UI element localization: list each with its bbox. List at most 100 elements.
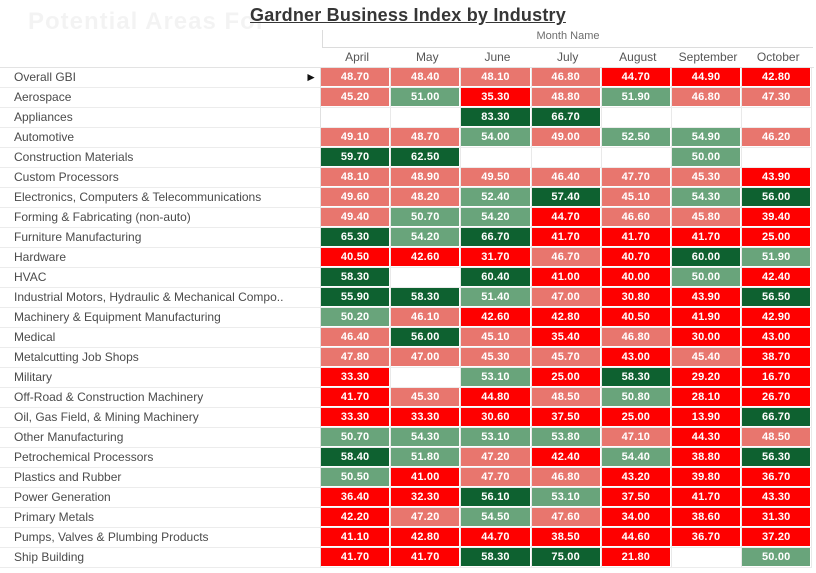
heatmap-cell[interactable]: 40.50 [601,308,672,328]
heatmap-cell[interactable]: 54.40 [601,448,672,468]
heatmap-cell[interactable]: 38.60 [671,508,743,528]
heatmap-cell[interactable]: 48.70 [321,68,392,88]
heatmap-cell[interactable]: 47.20 [461,448,532,468]
heatmap-cell[interactable]: 50.00 [671,268,743,288]
heatmap-cell[interactable]: 58.30 [391,288,462,308]
row-label[interactable]: Construction Materials [0,148,321,168]
heatmap-cell[interactable]: 44.30 [671,428,743,448]
heatmap-cell[interactable]: 49.10 [321,128,392,148]
heatmap-cell[interactable]: 33.30 [321,408,392,428]
heatmap-cell[interactable]: 54.00 [461,128,532,148]
heatmap-cell[interactable]: 46.40 [531,168,602,188]
row-label[interactable]: Custom Processors [0,168,321,188]
heatmap-cell[interactable] [671,108,743,128]
heatmap-cell[interactable]: 25.00 [601,408,672,428]
heatmap-cell[interactable]: 48.10 [461,68,532,88]
heatmap-cell[interactable]: 54.50 [461,508,532,528]
heatmap-cell[interactable]: 47.00 [391,348,462,368]
heatmap-cell[interactable]: 54.30 [671,188,743,208]
heatmap-cell[interactable]: 30.60 [461,408,532,428]
heatmap-cell[interactable]: 45.40 [671,348,743,368]
heatmap-cell[interactable]: 42.40 [531,448,602,468]
heatmap-cell[interactable]: 47.80 [321,348,392,368]
row-label[interactable]: Furniture Manufacturing [0,228,321,248]
heatmap-cell[interactable]: 47.10 [601,428,672,448]
heatmap-cell[interactable]: 53.10 [461,368,532,388]
heatmap-cell[interactable]: 37.50 [531,408,602,428]
heatmap-cell[interactable]: 56.30 [742,448,813,468]
heatmap-cell[interactable]: 48.10 [321,168,392,188]
heatmap-cell[interactable]: 45.30 [671,168,743,188]
heatmap-cell[interactable]: 43.00 [601,348,672,368]
heatmap-cell[interactable]: 38.80 [671,448,743,468]
heatmap-cell[interactable]: 41.70 [391,548,462,568]
heatmap-cell[interactable]: 39.80 [671,468,743,488]
month-header[interactable]: May [415,50,439,64]
heatmap-cell[interactable]: 47.20 [391,508,462,528]
heatmap-cell[interactable]: 50.70 [391,208,462,228]
heatmap-cell[interactable]: 48.40 [391,68,462,88]
row-label[interactable]: Appliances [0,108,321,128]
heatmap-cell[interactable] [671,548,743,568]
heatmap-cell[interactable]: 54.20 [391,228,462,248]
heatmap-cell[interactable]: 57.40 [531,188,602,208]
row-label[interactable]: Plastics and Rubber [0,468,321,488]
heatmap-cell[interactable]: 41.70 [531,228,602,248]
heatmap-cell[interactable]: 40.70 [601,248,672,268]
heatmap-cell[interactable]: 53.10 [461,428,532,448]
heatmap-cell[interactable]: 51.90 [601,88,672,108]
row-label[interactable]: Other Manufacturing [0,428,321,448]
row-label[interactable]: Power Generation [0,488,321,508]
heatmap-cell[interactable]: 46.80 [601,328,672,348]
heatmap-cell[interactable]: 45.10 [461,328,532,348]
heatmap-cell[interactable]: 46.60 [601,208,672,228]
heatmap-cell[interactable]: 34.00 [601,508,672,528]
heatmap-cell[interactable]: 43.90 [742,168,813,188]
heatmap-cell[interactable]: 44.60 [601,528,672,548]
heatmap-cell[interactable]: 60.40 [461,268,532,288]
heatmap-cell[interactable]: 47.00 [531,288,602,308]
heatmap-cell[interactable] [391,368,462,388]
heatmap-cell[interactable]: 54.30 [391,428,462,448]
heatmap-cell[interactable]: 46.80 [671,88,743,108]
heatmap-cell[interactable] [742,108,813,128]
heatmap-cell[interactable]: 50.70 [321,428,392,448]
row-label[interactable]: Electronics, Computers & Telecommunicati… [0,188,321,208]
heatmap-cell[interactable]: 58.40 [321,448,392,468]
heatmap-cell[interactable]: 48.20 [391,188,462,208]
heatmap-cell[interactable]: 42.80 [391,528,462,548]
heatmap-cell[interactable]: 45.20 [321,88,392,108]
heatmap-cell[interactable]: 45.70 [531,348,602,368]
heatmap-cell[interactable]: 41.90 [671,308,743,328]
heatmap-cell[interactable]: 50.80 [601,388,672,408]
heatmap-cell[interactable]: 30.80 [601,288,672,308]
heatmap-cell[interactable]: 56.50 [742,288,813,308]
heatmap-cell[interactable]: 53.80 [531,428,602,448]
heatmap-cell[interactable]: 47.70 [601,168,672,188]
heatmap-cell[interactable]: 44.80 [461,388,532,408]
heatmap-cell[interactable]: 52.50 [601,128,672,148]
heatmap-cell[interactable]: 41.70 [671,488,743,508]
heatmap-cell[interactable]: 46.70 [531,248,602,268]
heatmap-cell[interactable]: 42.80 [531,308,602,328]
row-label[interactable]: Aerospace [0,88,321,108]
heatmap-cell[interactable]: 44.90 [671,68,743,88]
row-label[interactable]: Forming & Fabricating (non-auto) [0,208,321,228]
row-label[interactable]: Pumps, Valves & Plumbing Products [0,528,321,548]
heatmap-cell[interactable]: 47.60 [531,508,602,528]
heatmap-cell[interactable]: 53.10 [531,488,602,508]
heatmap-cell[interactable]: 40.00 [601,268,672,288]
row-label[interactable]: Hardware [0,248,321,268]
row-label[interactable]: Oil, Gas Field, & Mining Machinery [0,408,321,428]
heatmap-cell[interactable] [391,108,462,128]
heatmap-cell[interactable]: 25.00 [531,368,602,388]
row-label[interactable]: Primary Metals [0,508,321,528]
row-label[interactable]: Petrochemical Processors [0,448,321,468]
heatmap-cell[interactable]: 26.70 [742,388,813,408]
heatmap-cell[interactable]: 56.00 [391,328,462,348]
heatmap-cell[interactable]: 35.40 [531,328,602,348]
heatmap-cell[interactable]: 37.20 [742,528,813,548]
heatmap-cell[interactable]: 29.20 [671,368,743,388]
heatmap-cell[interactable]: 42.40 [742,268,813,288]
month-header[interactable]: June [484,50,511,64]
